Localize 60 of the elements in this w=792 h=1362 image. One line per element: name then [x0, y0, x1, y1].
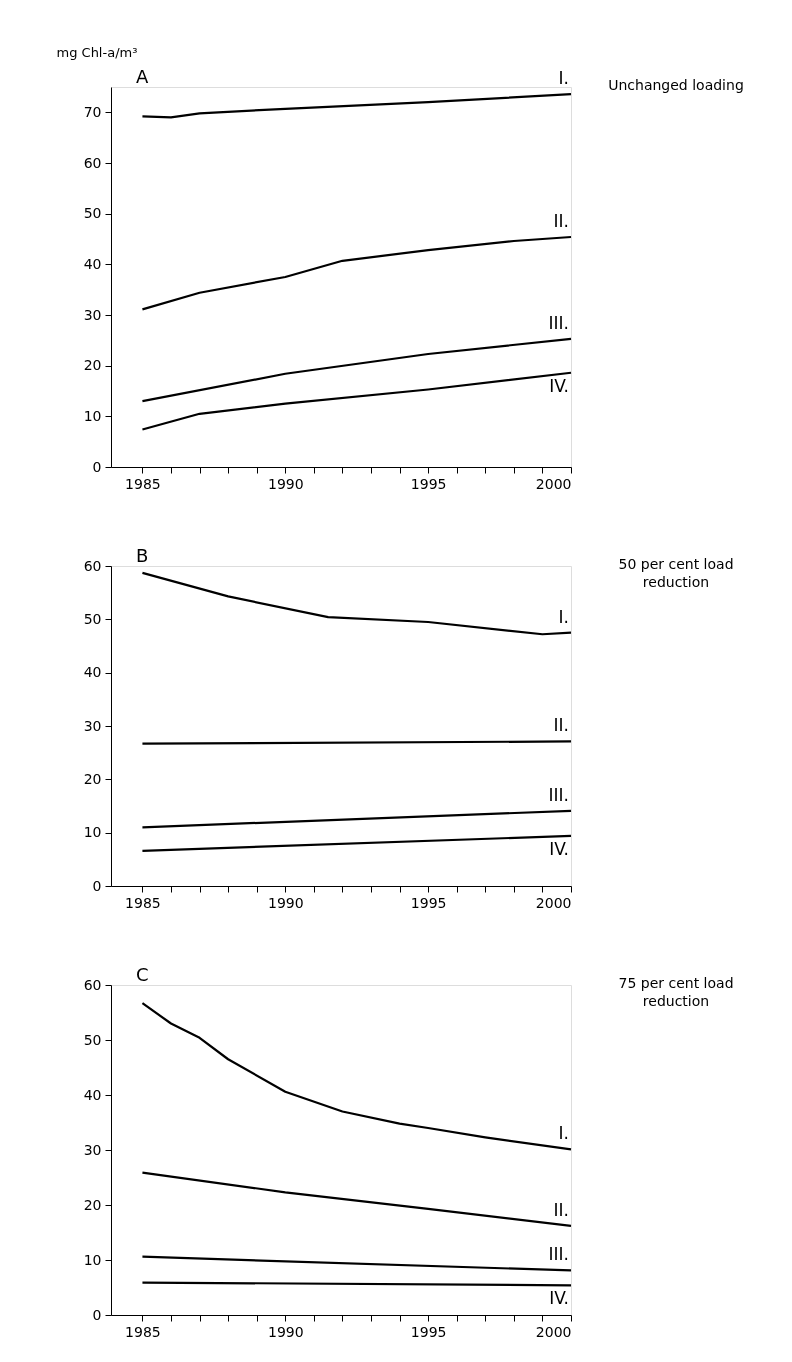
- series-label: I.: [558, 68, 569, 89]
- x-tick-label: 2000: [535, 894, 572, 911]
- series-label: IV.: [549, 838, 569, 859]
- x-tick-label: 1990: [267, 1323, 304, 1340]
- y-tick-label: 40: [83, 1086, 102, 1103]
- y-tick-label: 50: [83, 1031, 102, 1048]
- y-tick-label: 0: [92, 458, 102, 475]
- y-tick-label: 60: [83, 976, 102, 993]
- series-label: IV.: [549, 375, 569, 396]
- series-label: II.: [553, 210, 569, 231]
- y-tick-label: 40: [83, 664, 102, 681]
- series-label: III.: [548, 784, 569, 805]
- y-tick-label: 0: [92, 1306, 102, 1323]
- y-tick-label: 20: [83, 357, 102, 374]
- chart-title: B: [136, 545, 149, 566]
- series-label: III.: [548, 312, 569, 333]
- y-axis-title: mg Chl-a/m³: [56, 44, 138, 60]
- text: 50 per cent load reduction: [618, 556, 734, 590]
- text: Unchanged loading: [608, 77, 744, 93]
- series-label: II.: [553, 715, 569, 736]
- x-tick-label: 1995: [410, 1323, 447, 1340]
- series-label: III.: [548, 1244, 569, 1265]
- y-tick-label: 30: [83, 717, 102, 734]
- y-tick-label: 30: [83, 1141, 102, 1158]
- x-tick-label: 1985: [125, 475, 161, 492]
- series-label: I.: [558, 1123, 569, 1144]
- y-tick-label: 70: [83, 103, 102, 120]
- line-series: [141, 337, 573, 403]
- y-tick-label: 60: [83, 557, 102, 574]
- x-tick-label: 1995: [410, 894, 447, 911]
- y-tick-label: 0: [92, 877, 102, 894]
- line-series: [141, 1002, 573, 1151]
- y-tick-label: 20: [83, 1196, 102, 1213]
- chart-title: C: [136, 964, 149, 985]
- x-tick-label: 2000: [535, 1323, 572, 1340]
- y-tick-label: 10: [83, 824, 102, 841]
- x-tick-label: 1985: [125, 894, 161, 911]
- line-series: [141, 1171, 573, 1227]
- series-label: I.: [558, 606, 569, 627]
- y-tick-label: 30: [83, 306, 102, 323]
- y-tick-label: 60: [83, 154, 102, 171]
- line-series: [141, 235, 573, 311]
- y-tick-label: 40: [83, 255, 102, 272]
- chart-title: A: [136, 66, 149, 87]
- x-tick-label: 1995: [410, 475, 447, 492]
- series-label: II.: [553, 1199, 569, 1220]
- y-tick-label: 50: [83, 205, 102, 222]
- text: 75 per cent load reduction: [618, 975, 734, 1009]
- y-tick-label: 20: [83, 770, 102, 787]
- x-tick-label: 2000: [535, 475, 572, 492]
- line-series: [141, 571, 573, 636]
- line-series: [141, 371, 573, 431]
- series-label: IV.: [549, 1288, 569, 1309]
- y-tick-label: 50: [83, 610, 102, 627]
- line-series: [141, 92, 573, 119]
- y-tick-label: 10: [83, 407, 102, 424]
- x-tick-label: 1990: [267, 475, 304, 492]
- y-tick-label: 10: [83, 1251, 102, 1268]
- x-tick-label: 1985: [125, 1323, 161, 1340]
- x-tick-label: 1990: [267, 894, 304, 911]
